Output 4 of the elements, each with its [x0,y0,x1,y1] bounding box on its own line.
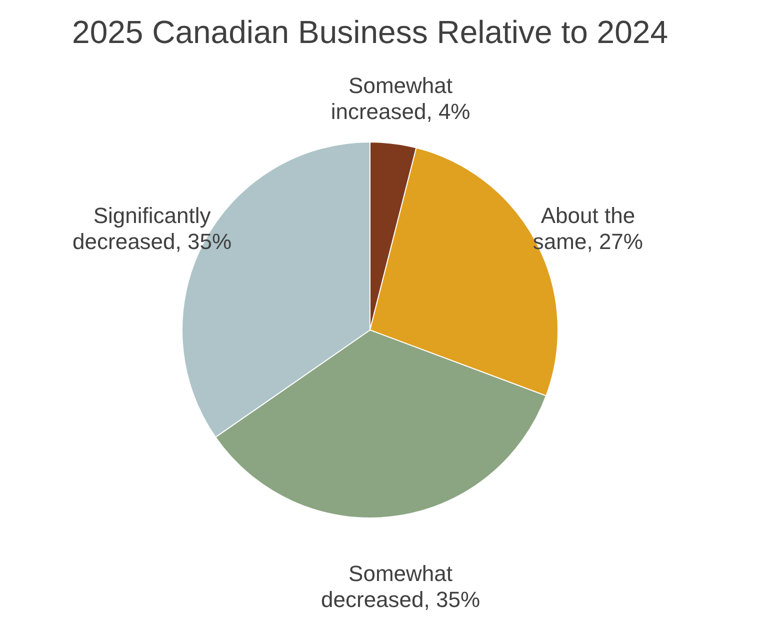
chart-title: 2025 Canadian Business Relative to 2024 [72,14,668,50]
slice-label: About the same, 27% [532,202,643,254]
slice-label: Somewhat increased, 4% [330,72,470,124]
slice-label: Somewhat decreased, 35% [321,561,480,612]
